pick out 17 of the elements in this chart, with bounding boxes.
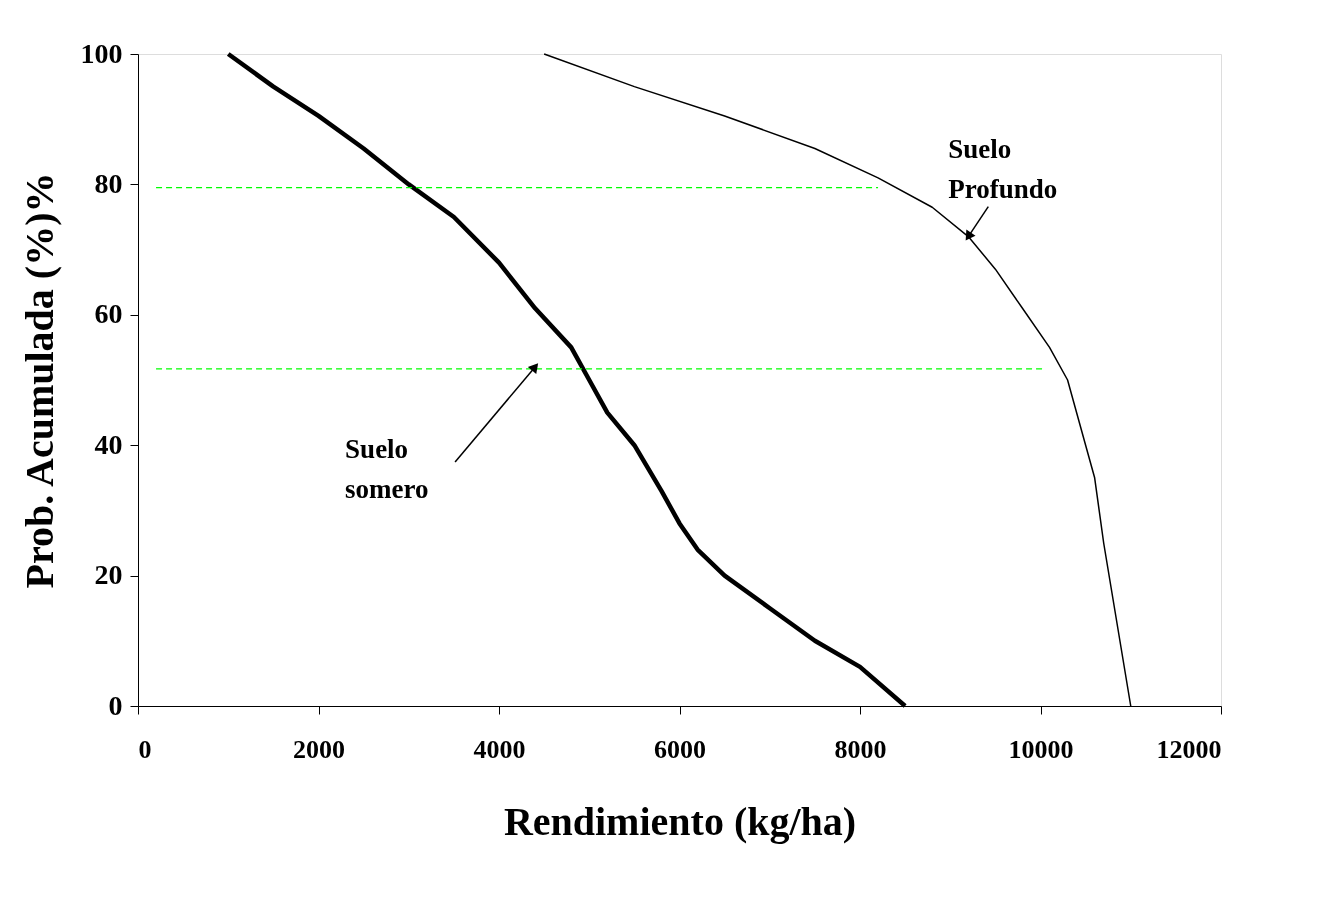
y-axis-title: Prob. Acumulada (%)% [16,172,62,589]
x-tick-label: 6000 [654,734,706,764]
x-tick-label: 8000 [834,734,887,764]
x-axis-title: Rendimiento (kg/ha) [503,798,857,844]
x-tick-label: 2000 [293,734,345,764]
y-tick-label: 80 [94,167,123,199]
annotation: Suelo Profundo [948,133,1058,204]
x-tick-label: 12000 [1156,734,1222,764]
x-tick-label: 4000 [473,734,526,764]
y-tick-label: 40 [94,428,123,460]
annotation: Suelo somero [345,433,429,504]
y-tick-label: 100 [80,37,123,69]
y-tick-label: 0 [108,689,123,721]
x-tick-label: 10000 [1008,734,1074,764]
y-tick-label: 20 [94,559,123,591]
x-tick-label: 0 [138,734,152,764]
y-tick-label: 60 [94,298,123,330]
